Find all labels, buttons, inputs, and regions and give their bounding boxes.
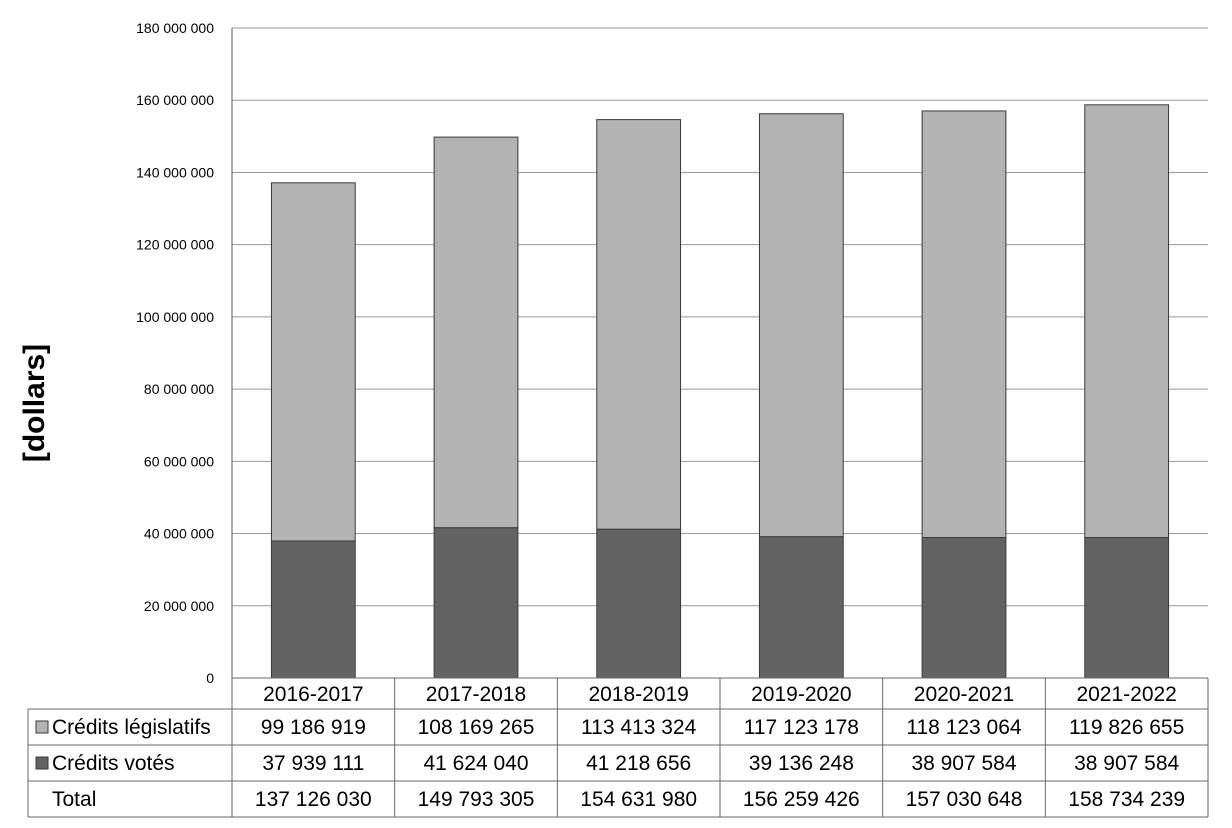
table-cell-value: 38 907 584 bbox=[1074, 752, 1179, 775]
table-cell-value: 113 413 324 bbox=[581, 716, 697, 739]
table-cell-value: 149 793 305 bbox=[418, 788, 535, 811]
legend-entry: Crédits votés bbox=[52, 752, 175, 775]
y-tick-label: 120 000 000 bbox=[136, 237, 214, 253]
table-cell-value: 137 126 030 bbox=[255, 788, 372, 811]
bar-credits-legislatifs bbox=[596, 119, 682, 530]
bar-credits-votes bbox=[596, 528, 682, 679]
y-tick-label: 0 bbox=[206, 670, 214, 686]
data-table: 2016-2017 2017-2018 2018-2019 2019-2020 2020… bbox=[27, 677, 1209, 818]
bar-credits-legislatifs bbox=[270, 182, 356, 542]
gridlines bbox=[232, 27, 1208, 607]
x-category-label: 2020-2021 bbox=[914, 683, 1014, 706]
legend-swatch bbox=[35, 720, 49, 734]
table-cell-value: 117 123 178 bbox=[744, 716, 859, 739]
total-label: Total bbox=[52, 788, 96, 811]
y-axis-label: [dollars] bbox=[18, 344, 51, 462]
table-cell-value: 158 734 239 bbox=[1068, 788, 1185, 811]
bar-credits-legislatifs bbox=[1084, 104, 1170, 539]
y-tick-label: 100 000 000 bbox=[136, 309, 214, 325]
y-tick-label: 160 000 000 bbox=[136, 92, 214, 108]
table-cell-value: 41 218 656 bbox=[586, 752, 691, 775]
table-cell-value: 118 123 064 bbox=[906, 716, 1022, 739]
y-axis-ticks: 0 20 000 000 40 000 000 60 000 000 80 000 00… bbox=[136, 20, 214, 686]
bar-credits-legislatifs bbox=[921, 110, 1007, 539]
y-tick-label: 180 000 000 bbox=[136, 20, 214, 36]
bar-credits-votes bbox=[921, 537, 1007, 679]
table-cell-value: 108 169 265 bbox=[418, 716, 535, 739]
bar-credits-votes bbox=[433, 527, 519, 679]
x-category-label: 2018-2019 bbox=[588, 683, 688, 706]
y-tick-label: 140 000 000 bbox=[136, 164, 214, 180]
table-cell-value: 156 259 426 bbox=[743, 788, 860, 811]
table-cell-value: 38 907 584 bbox=[911, 752, 1016, 775]
legend-swatch bbox=[35, 756, 49, 770]
bar-credits-votes bbox=[758, 536, 844, 679]
bar-credits-legislatifs bbox=[758, 113, 844, 538]
table-cell-value: 154 631 980 bbox=[580, 788, 697, 811]
bar-credits-legislatifs bbox=[433, 136, 519, 529]
table-cell-value: 39 136 248 bbox=[749, 752, 854, 775]
table-cell-value: 41 624 040 bbox=[423, 752, 528, 775]
x-category-label: 2017-2018 bbox=[426, 683, 526, 706]
bar-credits-votes bbox=[1084, 537, 1170, 679]
table-cell-value: 119 826 655 bbox=[1069, 716, 1184, 739]
x-category-label: 2021-2022 bbox=[1076, 683, 1176, 706]
bars bbox=[270, 104, 1170, 679]
x-category-label: 2016-2017 bbox=[263, 683, 363, 706]
y-tick-label: 20 000 000 bbox=[144, 598, 214, 614]
y-tick-label: 80 000 000 bbox=[144, 381, 214, 397]
table-cell-value: 37 939 111 bbox=[262, 752, 364, 775]
x-category-label: 2019-2020 bbox=[751, 683, 851, 706]
legend-entry: Crédits législatifs bbox=[52, 716, 211, 739]
bar-credits-votes bbox=[270, 540, 356, 679]
table-cell-value: 99 186 919 bbox=[261, 716, 366, 739]
y-tick-label: 40 000 000 bbox=[144, 526, 214, 542]
y-tick-label: 60 000 000 bbox=[144, 453, 214, 469]
table-cell-value: 157 030 648 bbox=[906, 788, 1023, 811]
